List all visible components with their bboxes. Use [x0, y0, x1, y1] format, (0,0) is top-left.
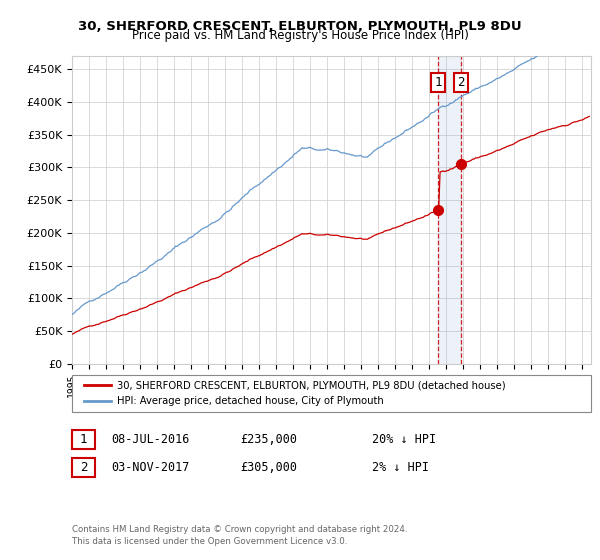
Text: £235,000: £235,000: [240, 433, 297, 446]
Text: HPI: Average price, detached house, City of Plymouth: HPI: Average price, detached house, City…: [117, 396, 384, 407]
Text: 2: 2: [457, 76, 464, 88]
Text: 1: 1: [434, 76, 442, 88]
Text: 30, SHERFORD CRESCENT, ELBURTON, PLYMOUTH, PL9 8DU (detached house): 30, SHERFORD CRESCENT, ELBURTON, PLYMOUT…: [117, 380, 506, 390]
Text: 2% ↓ HPI: 2% ↓ HPI: [372, 461, 429, 474]
Text: £305,000: £305,000: [240, 461, 297, 474]
Text: This data is licensed under the Open Government Licence v3.0.: This data is licensed under the Open Gov…: [72, 537, 347, 546]
Bar: [438, 56, 461, 364]
Text: Price paid vs. HM Land Registry's House Price Index (HPI): Price paid vs. HM Land Registry's House …: [131, 29, 469, 42]
Text: 03-NOV-2017: 03-NOV-2017: [111, 461, 190, 474]
Text: 2: 2: [80, 461, 87, 474]
Text: Contains HM Land Registry data © Crown copyright and database right 2024.: Contains HM Land Registry data © Crown c…: [72, 525, 407, 534]
Text: 30, SHERFORD CRESCENT, ELBURTON, PLYMOUTH, PL9 8DU: 30, SHERFORD CRESCENT, ELBURTON, PLYMOUT…: [78, 20, 522, 32]
Text: 20% ↓ HPI: 20% ↓ HPI: [372, 433, 436, 446]
Text: 08-JUL-2016: 08-JUL-2016: [111, 433, 190, 446]
Text: 1: 1: [80, 433, 87, 446]
